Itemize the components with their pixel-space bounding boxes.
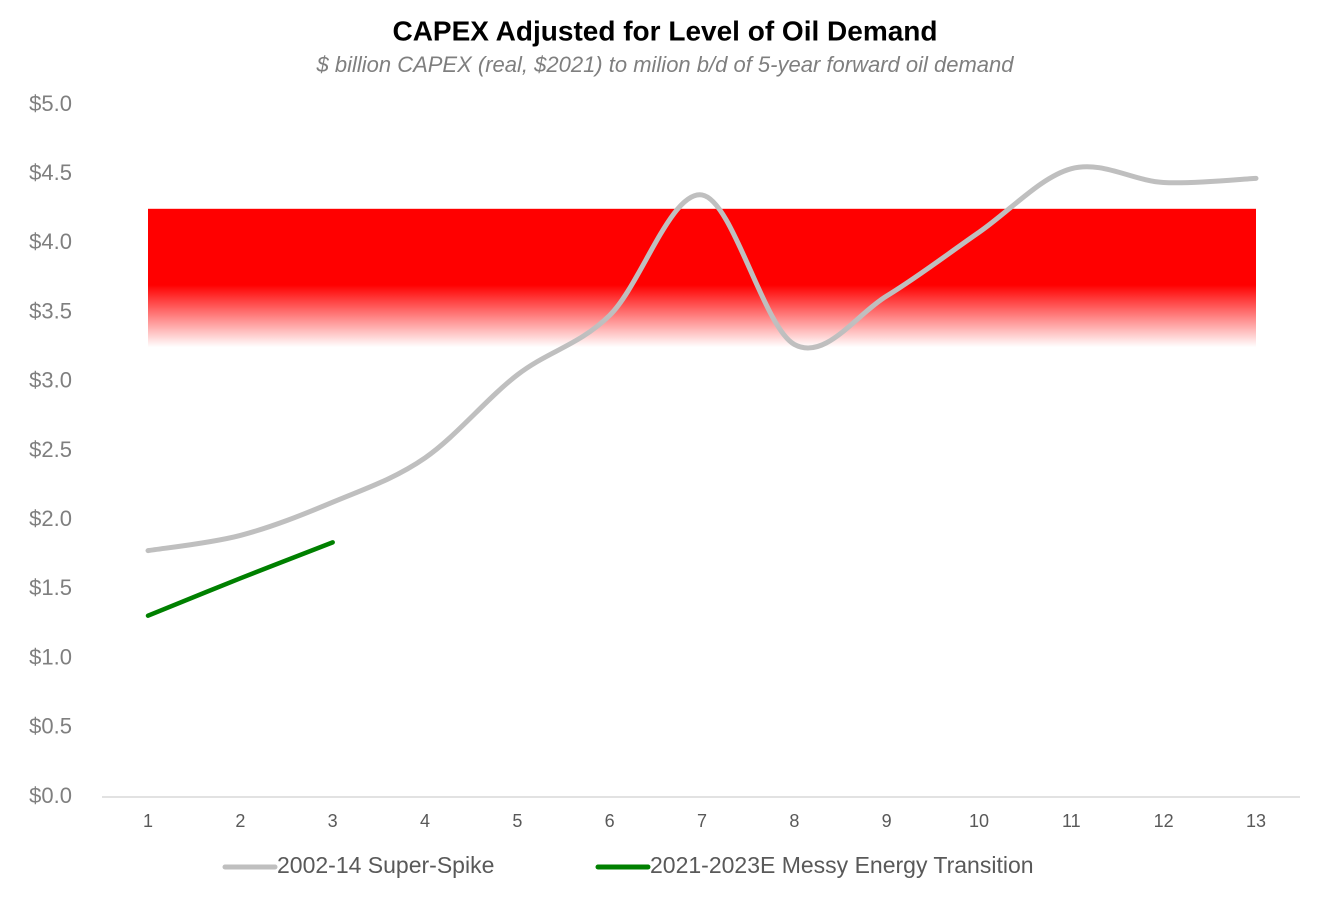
- y-tick-label: $0.0: [29, 783, 72, 808]
- y-tick-label: $4.5: [29, 160, 72, 185]
- y-tick-label: $5.0: [29, 91, 72, 116]
- y-tick-label: $3.0: [29, 368, 72, 393]
- target-band: [148, 208, 1256, 348]
- x-tick-label: 13: [1246, 811, 1266, 831]
- x-tick-label: 1: [143, 811, 153, 831]
- x-tick-label: 8: [789, 811, 799, 831]
- y-tick-label: $1.5: [29, 575, 72, 600]
- chart-title: CAPEX Adjusted for Level of Oil Demand: [392, 15, 937, 46]
- x-tick-label: 7: [697, 811, 707, 831]
- series-line: [145, 164, 1259, 554]
- x-tick-label: 5: [512, 811, 522, 831]
- x-tick-label: 3: [328, 811, 338, 831]
- chart-subtitle: $ billion CAPEX (real, $2021) to milion …: [315, 52, 1014, 77]
- y-tick-label: $0.5: [29, 714, 72, 739]
- legend-label: 2021-2023E Messy Energy Transition: [650, 852, 1034, 878]
- x-tick-label: 6: [605, 811, 615, 831]
- x-tick-label: 4: [420, 811, 430, 831]
- series-line: [145, 540, 335, 618]
- x-tick-label: 10: [969, 811, 989, 831]
- x-tick-label: 12: [1154, 811, 1174, 831]
- y-tick-label: $4.0: [29, 229, 72, 254]
- y-tick-label: $2.0: [29, 506, 72, 531]
- x-tick-label: 2: [235, 811, 245, 831]
- x-tick-label: 11: [1062, 811, 1081, 831]
- y-tick-label: $3.5: [29, 298, 72, 323]
- legend-label: 2002-14 Super-Spike: [277, 852, 494, 878]
- y-tick-label: $1.0: [29, 644, 72, 669]
- y-tick-label: $2.5: [29, 437, 72, 462]
- x-tick-label: 9: [882, 811, 892, 831]
